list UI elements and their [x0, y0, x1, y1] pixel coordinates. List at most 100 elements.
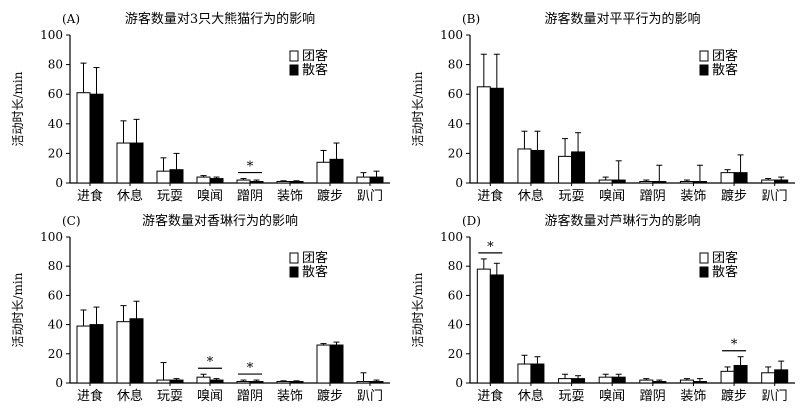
x-tick-label: 玩耍	[559, 389, 585, 404]
bar	[236, 381, 251, 384]
x-tick-label: 装饰	[680, 389, 706, 404]
legend-swatch	[289, 266, 299, 278]
bar	[196, 176, 211, 184]
x-tick-label: 休息	[518, 188, 544, 204]
y-tick-label: 80	[48, 58, 63, 72]
bar	[679, 181, 694, 184]
significance-marker: *	[247, 361, 254, 376]
legend-label: 团客	[712, 250, 738, 266]
y-tick-label: 0	[455, 376, 463, 390]
significance-marker: *	[487, 240, 494, 255]
x-tick-label: 装饰	[680, 189, 706, 204]
bar	[652, 381, 667, 384]
bar	[76, 92, 91, 184]
bar	[196, 376, 211, 384]
x-tick-label: 进食	[477, 188, 503, 204]
bar	[129, 318, 144, 384]
y-tick-label: 20	[448, 146, 463, 160]
bar	[530, 149, 545, 184]
bar	[774, 369, 789, 384]
chart-panel-c: (C) 游客数量对香琳行为的影响活动时长/min 0 20 40 60 80 100 进食 休息玩…	[11, 213, 390, 404]
bar	[329, 344, 344, 384]
x-tick-label: 蹭阴	[640, 389, 666, 404]
x-tick-label: 嗅闻	[197, 189, 223, 204]
legend-label: 散客	[712, 264, 738, 280]
significance-marker: *	[247, 160, 254, 175]
bar	[116, 142, 131, 184]
x-tick-label: 进食	[77, 388, 103, 404]
y-tick-label: 0	[55, 176, 63, 190]
y-tick-label: 0	[455, 176, 463, 190]
bar	[679, 379, 694, 384]
bar	[116, 321, 131, 384]
y-tick-label: 100	[40, 230, 63, 244]
panel-label: (A)	[62, 12, 80, 26]
x-tick-label: 趴门	[357, 389, 383, 404]
chart-title: 游客数量对3只大熊猫行为的影响	[125, 11, 315, 27]
bar	[720, 370, 735, 384]
x-tick-label: 趴门	[357, 189, 383, 204]
y-tick-label: 20	[48, 146, 63, 160]
bar	[774, 179, 789, 184]
legend-label: 散客	[302, 264, 328, 280]
bar	[89, 93, 104, 184]
x-tick-label: 踱步	[721, 188, 747, 204]
y-axis-label: 活动时长/min	[11, 71, 25, 146]
panel-label: (B)	[462, 12, 480, 26]
x-tick-label: 休息	[117, 188, 143, 204]
x-tick-label: 进食	[77, 188, 103, 204]
bar	[209, 379, 224, 384]
bar	[89, 324, 104, 384]
bar	[558, 378, 573, 384]
y-tick-label: 80	[48, 259, 63, 273]
bar	[571, 378, 586, 384]
bar	[611, 376, 626, 384]
bar	[733, 364, 748, 384]
legend-swatch	[289, 64, 299, 76]
bar	[356, 381, 371, 384]
x-tick-label: 踱步	[317, 388, 343, 404]
chart-title: 游客数量对香琳行为的影响	[142, 213, 298, 229]
bar	[369, 381, 384, 384]
legend-swatch	[699, 266, 709, 278]
bar	[369, 176, 384, 184]
x-tick-label: 趴门	[762, 189, 788, 204]
legend-swatch	[289, 50, 299, 62]
bar	[289, 381, 304, 384]
y-tick-label: 60	[48, 87, 63, 101]
x-tick-label: 装饰	[277, 389, 303, 404]
bar	[236, 179, 251, 184]
significance-marker: *	[207, 355, 214, 370]
bar	[720, 172, 735, 184]
y-tick-label: 80	[448, 58, 463, 72]
bar	[276, 381, 291, 384]
bar	[761, 179, 776, 184]
bar	[169, 169, 184, 184]
chart-panel-b: (B) 游客数量对平平行为的影响活动时长/min 0 20 40 60 80 100 进食 休息玩…	[411, 11, 795, 204]
bar	[156, 379, 171, 384]
bar	[598, 376, 613, 384]
bar	[652, 181, 667, 184]
y-tick-label: 40	[48, 117, 63, 131]
x-tick-label: 休息	[117, 388, 143, 404]
chart-title: 游客数量对平平行为的影响	[544, 11, 700, 27]
bar	[639, 181, 654, 184]
legend-swatch	[699, 50, 709, 62]
x-tick-label: 蹭阴	[237, 189, 263, 204]
y-tick-label: 80	[448, 259, 463, 273]
y-tick-label: 40	[448, 117, 463, 131]
bar	[692, 381, 707, 384]
y-tick-label: 20	[48, 347, 63, 361]
y-tick-label: 20	[448, 347, 463, 361]
y-tick-label: 100	[440, 230, 463, 244]
bar	[249, 181, 264, 184]
bar	[156, 170, 171, 184]
panel-label: (D)	[462, 214, 481, 228]
legend-swatch	[289, 252, 299, 264]
x-tick-label: 踱步	[317, 188, 343, 204]
x-tick-label: 装饰	[277, 189, 303, 204]
bar	[639, 379, 654, 384]
x-tick-label: 嗅闻	[197, 389, 223, 404]
legend-label: 团客	[712, 48, 738, 64]
